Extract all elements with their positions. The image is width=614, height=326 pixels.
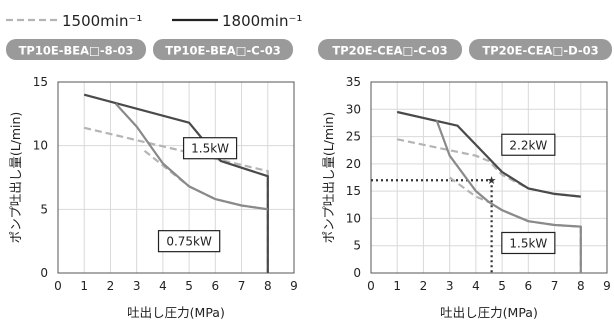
x-tick-label: 3 — [133, 279, 141, 293]
x-tick-label: 5 — [185, 279, 193, 293]
y-tick-label: 10 — [346, 211, 361, 225]
x-tick-label: 1 — [393, 279, 401, 293]
y-tick-label: 10 — [33, 139, 48, 153]
x-tick-label: 3 — [446, 279, 454, 293]
y-tick-label: 25 — [346, 130, 361, 144]
power-annotation-label: 1.5kW — [191, 142, 229, 156]
model-badge-label: TP20E-CEA□-D-03 — [482, 44, 598, 58]
model-badge-bg — [6, 39, 146, 60]
x-axis-label: 吐出し圧力(MPa) — [440, 305, 538, 320]
x-axis-label: 吐出し圧力(MPa) — [127, 305, 225, 320]
y-tick-label: 5 — [353, 239, 361, 253]
power-annotation-label: 2.2kW — [509, 138, 547, 152]
x-tick-label: 4 — [472, 279, 480, 293]
y-tick-label: 20 — [346, 157, 361, 171]
y-tick-label: 15 — [346, 184, 361, 198]
power-annotation-box — [157, 230, 221, 253]
legend-solid-label: 1800min⁻¹ — [222, 12, 302, 30]
model-badge-label: TP10E-BEA□-C-03 — [165, 44, 281, 58]
x-tick-label: 2 — [107, 279, 115, 293]
marker-star: ★ — [487, 174, 497, 187]
x-tick-label: 9 — [290, 279, 298, 293]
series-line-1800-1_5kW — [435, 119, 582, 273]
model-badge-bg — [153, 39, 293, 60]
power-annotation-box — [182, 137, 238, 160]
legend-dashed-label: 1500min⁻¹ — [62, 12, 142, 30]
y-tick-label: 15 — [33, 75, 48, 89]
power-annotation-box — [501, 133, 556, 156]
plot-frame — [370, 81, 608, 274]
series-line-1800-2_2kW — [396, 110, 581, 198]
x-tick-label: 0 — [54, 279, 62, 293]
x-tick-label: 8 — [577, 279, 585, 293]
x-tick-label: 2 — [420, 279, 428, 293]
model-badge-bg — [318, 39, 462, 60]
model-badges: TP10E-BEA□-8-03 TP10E-BEA□-C-03 TP20E-CEA□… — [6, 39, 612, 60]
y-tick-label: 0 — [40, 266, 48, 280]
power-annotation-box — [501, 231, 556, 255]
y-tick-label: 0 — [353, 266, 361, 280]
x-tick-label: 6 — [525, 279, 533, 293]
y-tick-label: 30 — [346, 102, 361, 116]
x-tick-label: 5 — [498, 279, 506, 293]
y-axis-label: ポンプ吐出し量(L/min) — [321, 112, 336, 244]
x-tick-label: 9 — [603, 279, 611, 293]
x-tick-label: 0 — [367, 279, 375, 293]
model-badge-label: TP20E-CEA□-C-03 — [332, 44, 447, 58]
x-tick-label: 4 — [159, 279, 167, 293]
model-badge-bg — [469, 39, 612, 60]
chart-right: 0 1 2 3 4 5 6 7 8 9 0 5 10 15 20 25 30 35 吐出し圧力(MPa) ポンプ吐出し… — [321, 75, 611, 320]
y-tick-label: 5 — [40, 202, 48, 216]
series-line-1800-0_75kW — [114, 102, 268, 211]
power-annotation-label: 0.75kW — [166, 235, 212, 249]
x-tick-label: 8 — [264, 279, 272, 293]
x-tick-label: 6 — [212, 279, 220, 293]
x-tick-label: 1 — [80, 279, 88, 293]
y-tick-label: 35 — [346, 75, 361, 89]
x-tick-label: 7 — [238, 279, 246, 293]
legend: 1500min⁻¹ 1800min⁻¹ — [6, 12, 302, 30]
x-tick-label: 7 — [551, 279, 559, 293]
power-annotation-label: 1.5kW — [509, 236, 547, 250]
model-badge-label: TP10E-BEA□-8-03 — [19, 44, 134, 58]
y-axis-label: ポンプ吐出し量(L/min) — [8, 112, 23, 244]
plot-frame — [57, 81, 295, 274]
chart-left: 0 1 2 3 4 5 6 7 8 9 0 5 10 15 吐出し圧力(MPa) ポンプ吐出し量(L/min)… — [8, 75, 298, 320]
